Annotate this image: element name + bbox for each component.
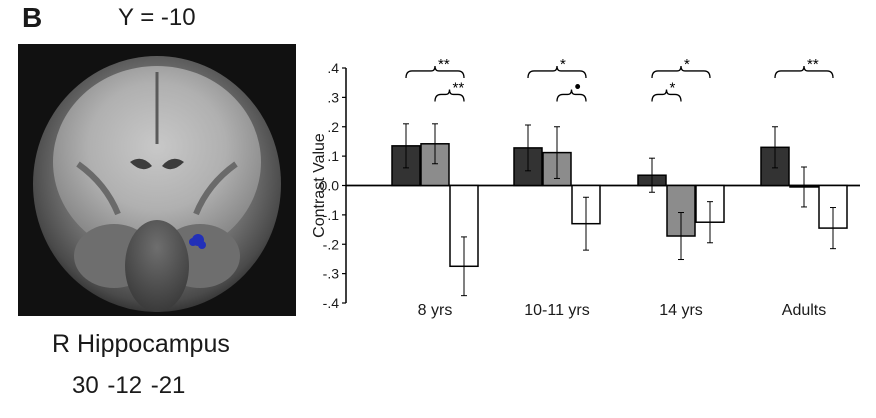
x-category-label: 10-11 yrs	[524, 302, 590, 319]
brainstem	[125, 220, 189, 312]
temporal-horn-right	[193, 161, 238, 216]
y-tick-label: .2	[327, 119, 339, 135]
x-category-label: 14 yrs	[659, 302, 703, 319]
x-category-label: 8 yrs	[418, 302, 453, 319]
y-tick-label: -.1	[323, 207, 340, 223]
significance-bracket	[434, 89, 465, 102]
y-tick-label: 0.0	[320, 178, 340, 194]
significance-label: •	[575, 76, 581, 96]
significance-bracket	[774, 65, 834, 78]
significance-bracket	[651, 65, 711, 78]
significance-label: *	[670, 79, 676, 96]
region-name: R Hippocampus	[52, 330, 230, 358]
x-category-label: Adults	[782, 302, 826, 319]
significance-label: *	[684, 56, 690, 73]
temporal-horn-left	[76, 161, 121, 216]
significance-bracket	[527, 65, 587, 78]
right-ventricle	[162, 158, 184, 170]
chart-labels: .4 .3 .2 .1 0.0 -.1 -.2 -.3 -.4 Contrast Value 8 y…	[311, 60, 826, 319]
y-tick-label: .3	[327, 89, 339, 105]
y-tick-label: .1	[327, 148, 339, 164]
significance-label: **	[453, 79, 465, 96]
y-tick-label: .4	[327, 60, 339, 76]
slice-label: Y = -10	[118, 4, 196, 31]
y-tick-label: -.3	[323, 266, 340, 282]
brain-coronal-slice-image	[18, 44, 296, 316]
significance-bracket	[556, 89, 587, 102]
bar-chart: *****•**** .4.3.2.10.0-.1-.2-.3-.4Contra…	[311, 56, 860, 319]
significance-label: **	[438, 56, 450, 73]
significance-label: **	[807, 56, 819, 73]
chart-annotations: *****•****	[405, 56, 834, 102]
chart-bars	[391, 123, 848, 297]
significance-bracket	[651, 89, 682, 102]
y-axis-title: Contrast Value	[311, 133, 328, 238]
left-ventricle	[130, 158, 152, 170]
panel-letter: B	[22, 2, 43, 33]
significance-bracket	[405, 65, 465, 78]
roi-marker	[189, 234, 206, 249]
cortex	[53, 66, 261, 258]
y-tick-label: -.4	[323, 295, 340, 311]
significance-label: *	[560, 56, 566, 73]
region-coordinates: 30 -12 -21	[72, 372, 186, 399]
y-tick-label: -.2	[323, 236, 340, 252]
